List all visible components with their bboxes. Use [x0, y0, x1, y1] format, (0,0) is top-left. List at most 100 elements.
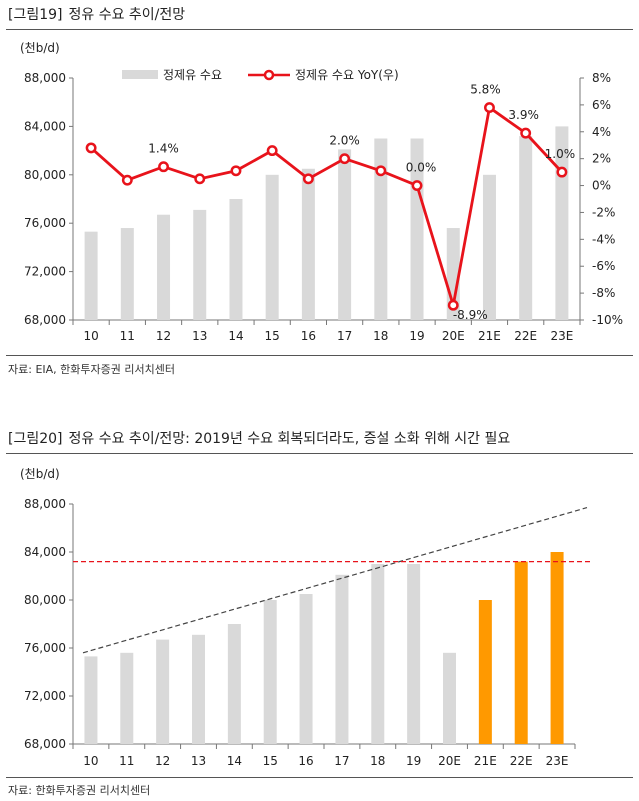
chart1-yoy-point	[158, 161, 169, 173]
chart2-bar-forecast	[550, 552, 564, 744]
chart1-x-tick-label: 21E	[478, 329, 501, 343]
chart1-yoy-point	[520, 127, 532, 139]
chart2-unit-label: (천b/d)	[20, 466, 60, 481]
figure1-source: 자료: EIA, 한화투자증권 리서치센터	[8, 363, 175, 376]
chart2-bar	[227, 624, 241, 744]
chart1-legend-line-label: 정제유 수요 YoY(우)	[295, 68, 399, 82]
chart2-bar	[371, 564, 385, 744]
chart2-x-tick-label: 13	[191, 754, 206, 768]
chart1-legend-line-marker	[263, 69, 275, 81]
chart2-x-tick-label: 11	[119, 754, 134, 768]
figure2-title-text: 정유 수요 추이/전망: 2019년 수요 회복되더라도, 증설 소화 위해 시…	[68, 431, 511, 447]
chart2-left-tick-label: 72,000	[24, 689, 66, 703]
chart1-x-tick-label: 19	[409, 329, 424, 343]
chart1-yoy-line	[90, 105, 563, 306]
chart2-bar	[299, 594, 313, 744]
chart1-data-label: 5.8%	[470, 83, 501, 97]
chart1-x-tick-label: 22E	[514, 329, 537, 343]
chart1-yoy-point	[230, 165, 242, 177]
chart1-yoy-point	[121, 174, 133, 186]
chart1-right-tick-label: -10%	[592, 313, 623, 327]
figure1-source-rule	[6, 355, 633, 356]
chart2-bar	[156, 639, 170, 744]
chart1-x-tick-label: 16	[301, 329, 316, 343]
chart2-x-tick-label: 20E	[438, 754, 461, 768]
chart2-left-tick-label: 76,000	[24, 641, 66, 655]
chart1-bar	[193, 209, 207, 320]
chart1-x-tick-label: 15	[265, 329, 280, 343]
chart1-x-tick-label: 17	[337, 329, 352, 343]
chart1-yoy-point	[194, 173, 206, 185]
chart1-data-label: 1.0%	[545, 147, 576, 161]
chart1-left-tick-label: 88,000	[24, 71, 66, 85]
chart2-x-tick-label: 22E	[510, 754, 533, 768]
chart1-x-tick-label: 12	[156, 329, 171, 343]
chart1-yoy-point	[447, 299, 459, 311]
chart2-bar	[192, 634, 205, 744]
chart2-x-tick-label: 12	[155, 754, 170, 768]
chart2-x-tick-label: 23E	[546, 754, 569, 768]
chart1-bar	[374, 138, 388, 320]
chart2-bar	[335, 574, 349, 744]
chart2-x-tick-label: 14	[227, 754, 242, 768]
chart1-bar	[338, 149, 352, 320]
chart1-yoy-point	[411, 180, 423, 192]
chart2-bar	[443, 652, 456, 744]
figure2-tag: [그림20]	[8, 431, 63, 447]
chart1-yoy-point	[266, 145, 278, 157]
chart2-x-tick-label: 10	[83, 754, 98, 768]
chart2-left-tick-label: 68,000	[24, 737, 66, 751]
chart1-data-label: 3.9%	[508, 108, 539, 122]
chart1-x-tick-label: 11	[120, 329, 135, 343]
chart1-legend-bar-label: 정제유 수요	[163, 68, 222, 82]
chart1-data-label: 1.4%	[148, 142, 179, 156]
chart2-bar-forecast	[478, 600, 492, 744]
chart1-x-tick-label: 10	[83, 329, 98, 343]
figure1-title: [그림19] 정유 수요 추이/전망	[8, 6, 185, 24]
chart1-bar	[120, 228, 134, 320]
chart1-combo-chart: (천b/d) 정제유 수요 정제유 수요 YoY(우) 68,000 72,000 76,…	[20, 40, 623, 343]
chart1-yoy-point	[556, 166, 568, 178]
chart2-x-tick-label: 17	[334, 754, 349, 768]
chart1-x-tick-label: 18	[373, 329, 388, 343]
chart2-left-tick-label: 84,000	[24, 545, 66, 559]
chart2-bar	[407, 564, 421, 744]
chart2-bar	[84, 656, 98, 744]
figure1-tag: [그림19]	[8, 7, 63, 23]
chart1-right-tick-label: -4%	[592, 232, 615, 246]
chart1-data-label: -8.9%	[453, 308, 488, 322]
chart1-left-tick-label: 84,000	[24, 119, 66, 133]
chart1-right-tick-label: 4%	[592, 125, 611, 139]
chart1-right-tick-label: 8%	[592, 71, 611, 85]
chart2-x-tick-label: 16	[298, 754, 313, 768]
chart1-yoy-point	[85, 142, 97, 154]
chart1-unit-label: (천b/d)	[20, 40, 60, 55]
chart1-left-tick-label: 68,000	[24, 313, 66, 327]
figure2-title: [그림20] 정유 수요 추이/전망: 2019년 수요 회복되더라도, 증설 소…	[8, 430, 510, 448]
chart1-bar	[229, 199, 243, 320]
chart1-right-tick-label: 6%	[592, 98, 611, 112]
chart2-x-tick-label: 15	[263, 754, 278, 768]
chart1-bar	[519, 136, 533, 320]
figure2-title-rule	[6, 453, 633, 454]
chart2-x-tick-label: 21E	[474, 754, 497, 768]
chart1-right-tick-label: 0%	[592, 179, 611, 193]
chart2-bar-chart: (천b/d) 68,000 72,000 76,000 80,000 84,000 88,0…	[20, 466, 590, 768]
chart1-bar	[265, 174, 279, 320]
chart2-left-tick-label: 88,000	[24, 497, 66, 511]
chart1-yoy-point	[339, 153, 351, 165]
chart1-right-tick-label: 2%	[592, 152, 611, 166]
chart1-right-tick-label: -6%	[592, 259, 615, 273]
chart1-x-tick-label: 23E	[550, 329, 573, 343]
chart1-legend-bar-swatch	[122, 70, 158, 79]
chart1-left-tick-label: 80,000	[24, 168, 66, 182]
chart1-left-tick-label: 76,000	[24, 216, 66, 230]
chart1-yoy-point	[302, 173, 314, 185]
chart1-x-tick-label: 13	[192, 329, 207, 343]
chart2-bar	[263, 600, 277, 744]
chart1-right-tick-label: -2%	[592, 205, 615, 219]
chart2-bar	[120, 652, 134, 744]
figure1-title-text: 정유 수요 추이/전망	[68, 7, 186, 23]
chart2-left-tick-label: 80,000	[24, 593, 66, 607]
chart1-bar	[482, 174, 496, 320]
